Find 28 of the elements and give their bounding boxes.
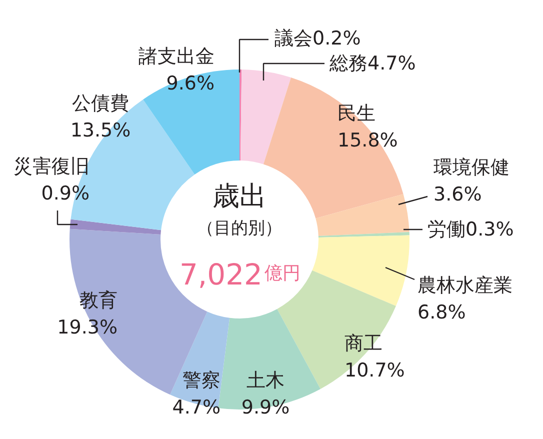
data-label: 4.7% [368,52,416,74]
data-label: 0.9% [41,182,90,204]
text: （目的別） [197,218,282,238]
data-label: 0.2% [312,28,361,50]
slice-label: 総務 [328,52,368,74]
slice-label: 環境保健 [434,156,510,178]
slice-label: 労働 [428,218,466,240]
data-label: 4.7% [172,396,221,418]
text: 歳出 [212,181,266,212]
slice-label: 警察 [182,370,220,392]
slice-label: 商工 [344,332,382,354]
data-label: 0.3% [466,218,514,240]
data-label: 15.8% [338,130,398,152]
slice-label: 公債費 [72,92,129,114]
slice-label: 議会 [274,28,312,50]
data-label: 3.6% [434,184,482,206]
slice-label: 災害復旧 [14,156,90,178]
data-label: 9.6% [166,72,215,94]
data-label: 9.9% [241,396,290,418]
data-label: 13.5% [70,120,131,142]
slice-label: 教育 [80,290,118,312]
slice-label: 土木 [246,370,284,392]
slice-label: 農林水産業 [418,274,512,296]
slice-label: 民生 [338,102,376,124]
data-label: 10.7% [344,360,405,382]
data-label: 6.8% [418,302,466,324]
data-label: 19.3% [57,316,118,338]
slice-label: 諸支出金 [138,46,214,68]
